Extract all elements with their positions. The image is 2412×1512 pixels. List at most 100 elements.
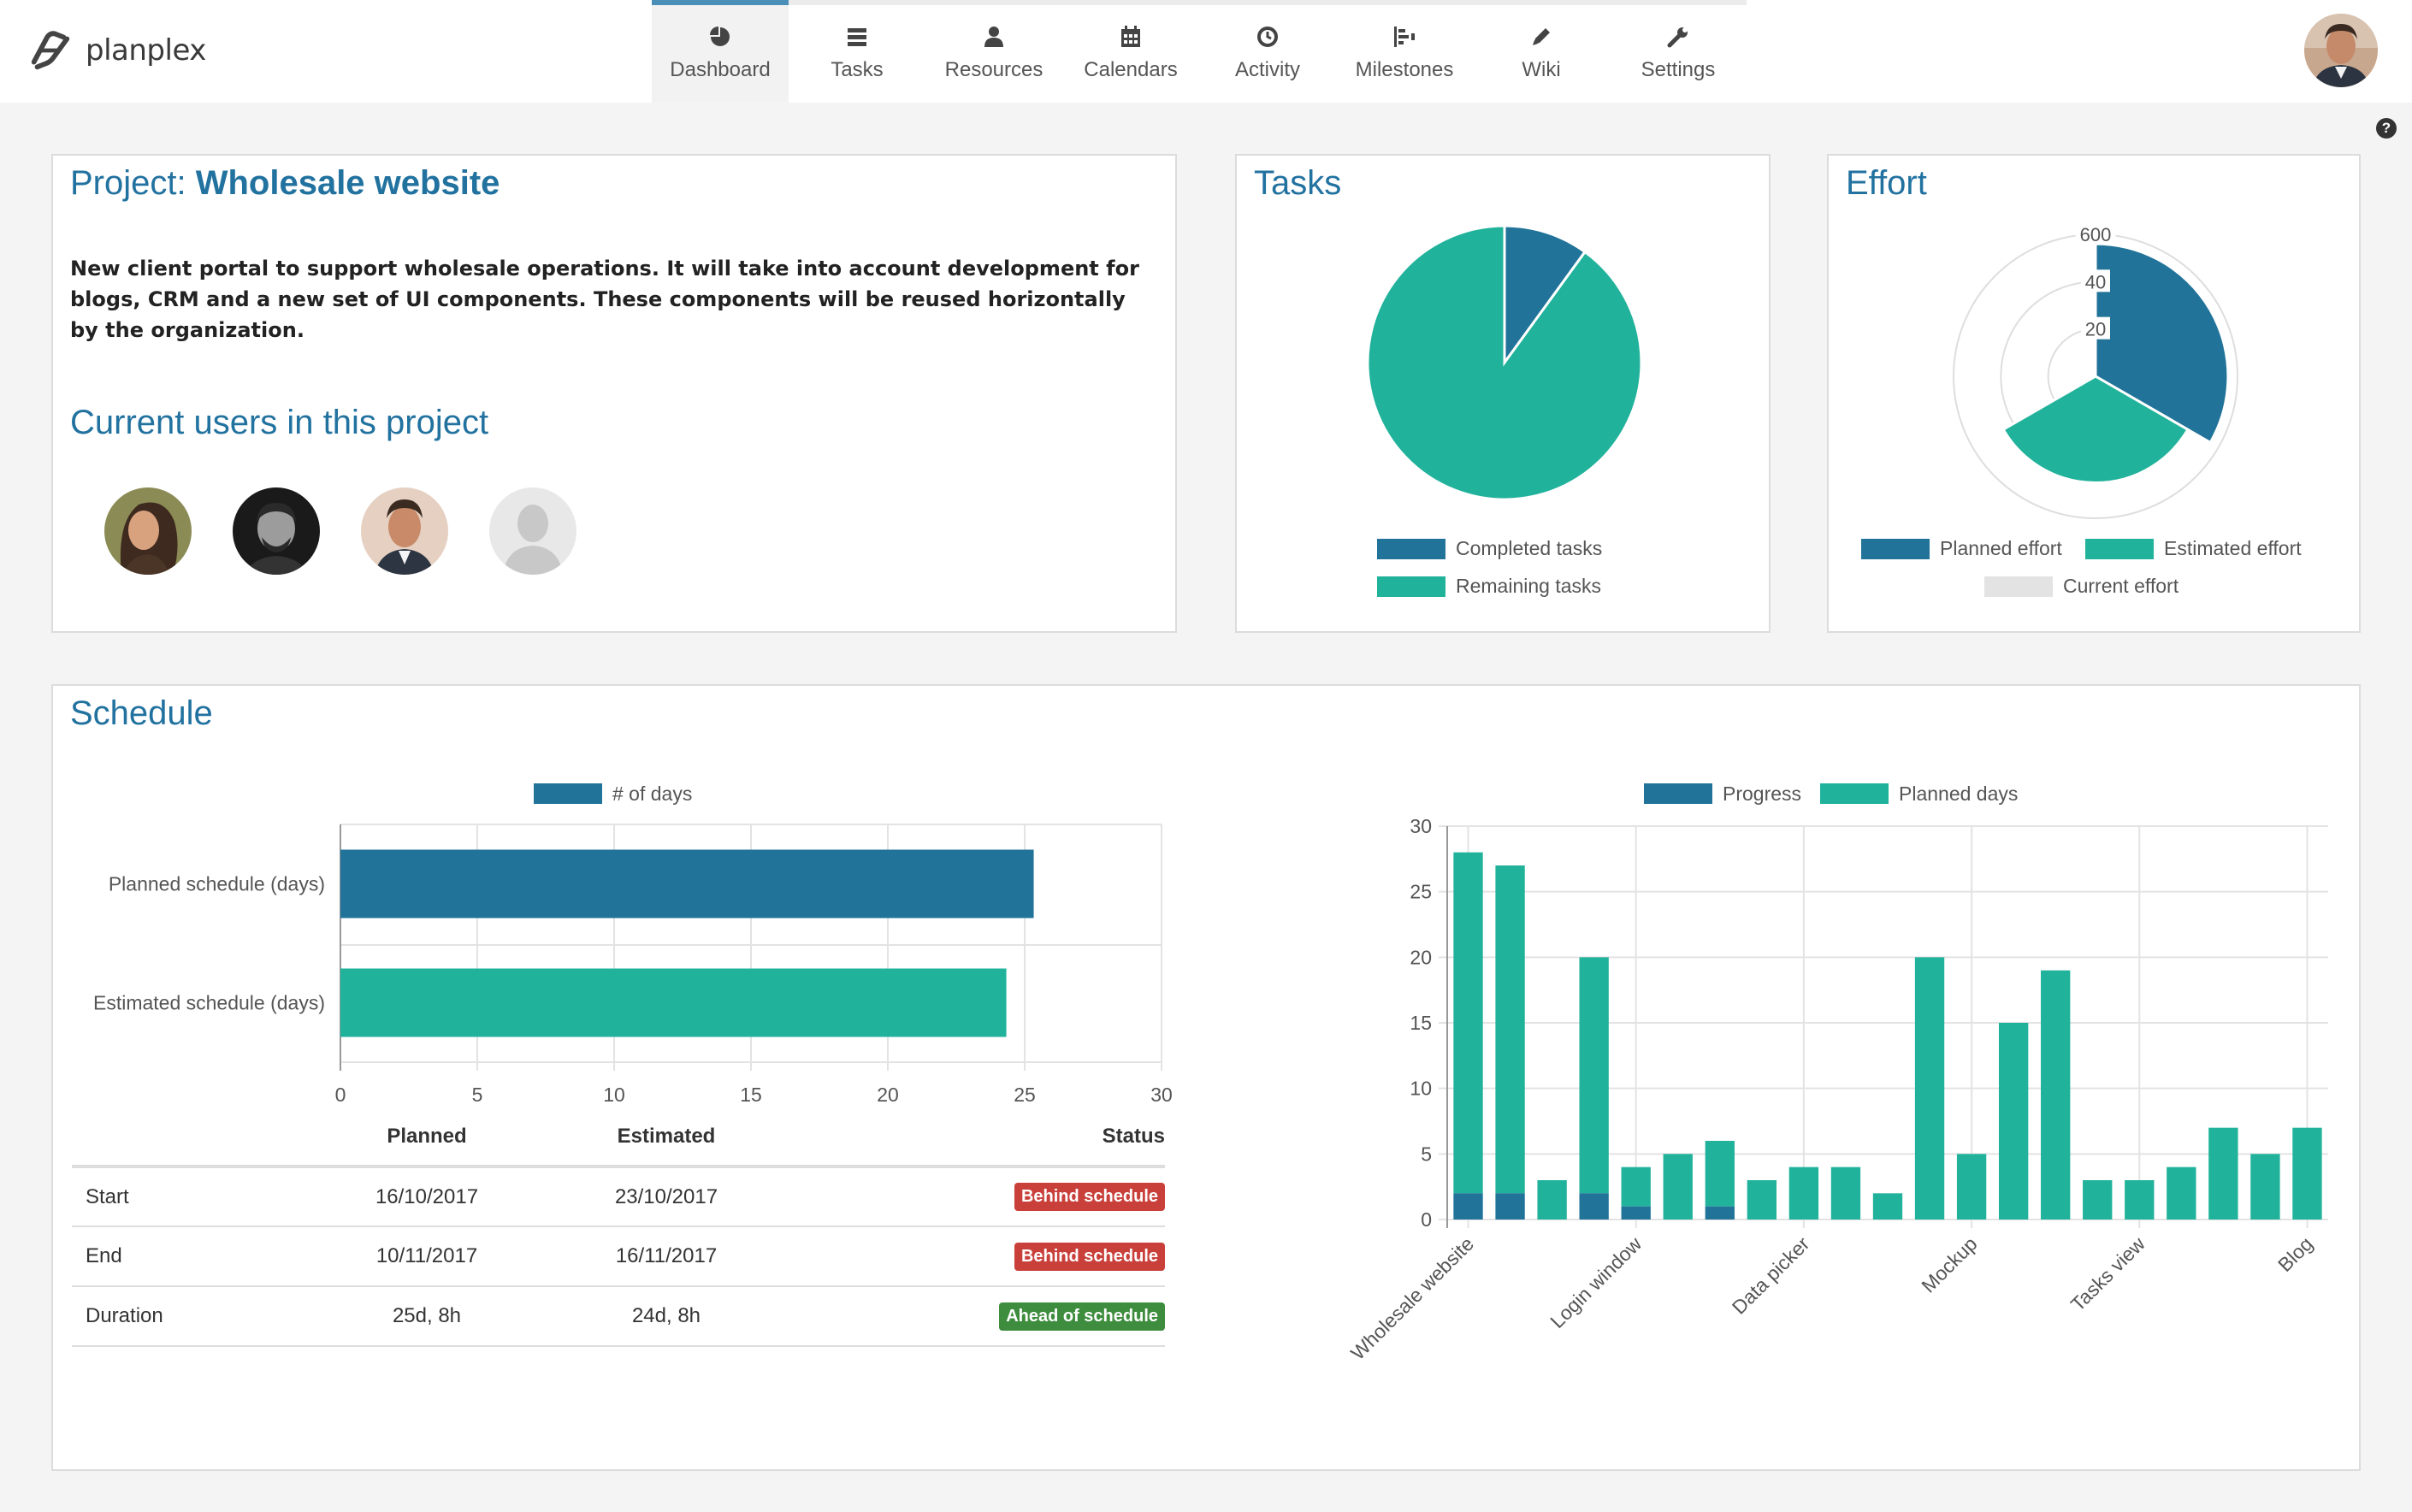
- tasks-title: Tasks: [1254, 164, 1342, 202]
- nav-resources[interactable]: Resources: [925, 0, 1062, 103]
- user-avatar-placeholder[interactable]: [489, 487, 576, 575]
- pie-slice-completed-tasks: [1503, 224, 1587, 367]
- legend-swatch: [2085, 538, 2154, 559]
- y-tick-label: 25: [1410, 881, 1432, 903]
- wrench-icon: [1665, 24, 1691, 50]
- pie-slice-remaining-tasks: [1366, 224, 1643, 501]
- legend-label: Remaining tasks: [1456, 575, 1602, 597]
- x-tick-label: 5: [472, 1084, 483, 1106]
- user-avatar[interactable]: [233, 487, 320, 575]
- tasks-pie-chart: [1366, 224, 1643, 501]
- nav-label: Dashboard: [670, 58, 771, 81]
- bar: [340, 968, 1007, 1037]
- legend-planned-effort[interactable]: Planned effort: [1861, 537, 2062, 560]
- x-tick-label: 15: [740, 1084, 762, 1106]
- app-logo[interactable]: planplex: [26, 26, 206, 75]
- legend-label: Completed tasks: [1456, 537, 1603, 559]
- bar-planned-days: [2250, 1154, 2280, 1220]
- legend-swatch: [1377, 576, 1445, 597]
- status-badge: Behind schedule: [1014, 1183, 1165, 1211]
- project-name: Wholesale website: [195, 164, 500, 202]
- x-tick-label: Login window: [1546, 1232, 1646, 1332]
- user-avatar[interactable]: [361, 487, 448, 575]
- users-title: Current users in this project: [70, 404, 489, 441]
- legend-swatch: [1377, 538, 1445, 559]
- polar-tick-backdrop: [2081, 269, 2110, 292]
- x-tick-label: 30: [1150, 1084, 1173, 1106]
- clock-icon: [1255, 24, 1280, 50]
- nav-label: Tasks: [831, 58, 884, 81]
- nav-tasks[interactable]: Tasks: [789, 0, 925, 103]
- status-badge: Ahead of schedule: [999, 1302, 1165, 1331]
- nav-calendars[interactable]: Calendars: [1062, 0, 1199, 103]
- nav-label: Wiki: [1522, 58, 1561, 81]
- profile-avatar[interactable]: [2304, 14, 2378, 87]
- x-tick-label: Blog: [2273, 1232, 2317, 1276]
- nav-settings[interactable]: Settings: [1610, 0, 1747, 103]
- schedule-days-bar-chart: # of days 0 5 10 15 20 25 30 Planned schedule (d…: [93, 783, 1173, 1106]
- nav-label: Activity: [1234, 58, 1300, 81]
- effort-polar-chart: 600 40 20: [1953, 224, 2238, 519]
- table-row: Start 16/10/2017 23/10/2017 Behind sched…: [72, 1166, 1165, 1227]
- bar-planned-days: [1495, 865, 1525, 1194]
- resources-icon: [981, 24, 1007, 50]
- help-icon[interactable]: ?: [2376, 118, 2397, 139]
- tasks-icon: [844, 24, 870, 50]
- legend-completed-tasks[interactable]: Completed tasks: [1377, 537, 1602, 560]
- x-tick-label: 20: [877, 1084, 899, 1106]
- table-row: End 10/11/2017 16/11/2017 Behind schedul…: [72, 1226, 1165, 1287]
- bar-progress: [1579, 1193, 1609, 1220]
- bar-planned-days: [2292, 1127, 2322, 1220]
- planned-cell: 10/11/2017: [328, 1226, 525, 1287]
- table-header-row: Planned Estimated Status: [72, 1108, 1165, 1168]
- bar-planned-days: [1537, 1180, 1567, 1220]
- top-navbar: planplex Dashboard Tasks Resources Cale: [0, 0, 2412, 103]
- nav-top-strip: [652, 0, 1747, 5]
- bar-planned-days: [1914, 957, 1945, 1220]
- x-tick-label: Wholesale website: [1346, 1232, 1478, 1364]
- row-label: Start: [72, 1166, 328, 1227]
- column-header: Planned: [328, 1108, 525, 1168]
- legend-current-effort[interactable]: Current effort: [1984, 575, 2178, 598]
- polar-segment-planned-effort: [2094, 242, 2230, 445]
- nav-label: Milestones: [1355, 58, 1454, 81]
- x-tick-label: 10: [603, 1084, 625, 1106]
- bar-planned-days: [2125, 1180, 2155, 1220]
- bar-progress: [1705, 1206, 1735, 1220]
- x-tick-label: Mockup: [1917, 1232, 1981, 1296]
- bar-planned-days: [1872, 1193, 1903, 1220]
- bar-planned-days: [2208, 1127, 2238, 1220]
- column-header: Status: [807, 1108, 1165, 1168]
- nav-dashboard[interactable]: Dashboard: [652, 0, 789, 103]
- bar-planned-days: [1453, 852, 1483, 1194]
- legend-estimated-effort[interactable]: Estimated effort: [2085, 537, 2302, 560]
- y-tick-label: 5: [1421, 1143, 1432, 1165]
- y-tick-label: 30: [1410, 815, 1432, 837]
- column-header: [72, 1108, 328, 1168]
- y-tick-label: 0: [1421, 1208, 1432, 1231]
- bar: [340, 849, 1034, 918]
- nav-activity[interactable]: Activity: [1199, 0, 1336, 103]
- status-badge: Behind schedule: [1014, 1242, 1165, 1271]
- user-avatar[interactable]: [104, 487, 192, 575]
- bar-planned-days: [2041, 970, 2071, 1220]
- project-description: New client portal to support wholesale o…: [70, 257, 1139, 342]
- nav-wiki[interactable]: Wiki: [1473, 0, 1610, 103]
- y-tick-label: 15: [1410, 1012, 1432, 1034]
- legend-swatch: [1861, 538, 1930, 559]
- bar-planned-days: [1621, 1166, 1651, 1207]
- y-tick-label: Estimated schedule (days): [93, 992, 325, 1014]
- project-title: Project: Wholesale website: [70, 164, 500, 203]
- bar-planned-days: [2167, 1166, 2196, 1220]
- bar-planned-days: [2083, 1180, 2113, 1220]
- calendar-icon: [1118, 24, 1144, 50]
- bar-planned-days: [1663, 1154, 1693, 1220]
- bar-planned-days: [1956, 1154, 1987, 1220]
- legend-label: Planned days: [1899, 783, 2018, 805]
- legend-label: Current effort: [2063, 575, 2179, 597]
- legend-remaining-tasks[interactable]: Remaining tasks: [1377, 575, 1601, 598]
- nav-label: Calendars: [1084, 58, 1178, 81]
- table-row: Duration 25d, 8h 24d, 8h Ahead of schedu…: [72, 1286, 1165, 1347]
- nav-milestones[interactable]: Milestones: [1336, 0, 1473, 103]
- y-tick-label: 20: [1410, 946, 1432, 968]
